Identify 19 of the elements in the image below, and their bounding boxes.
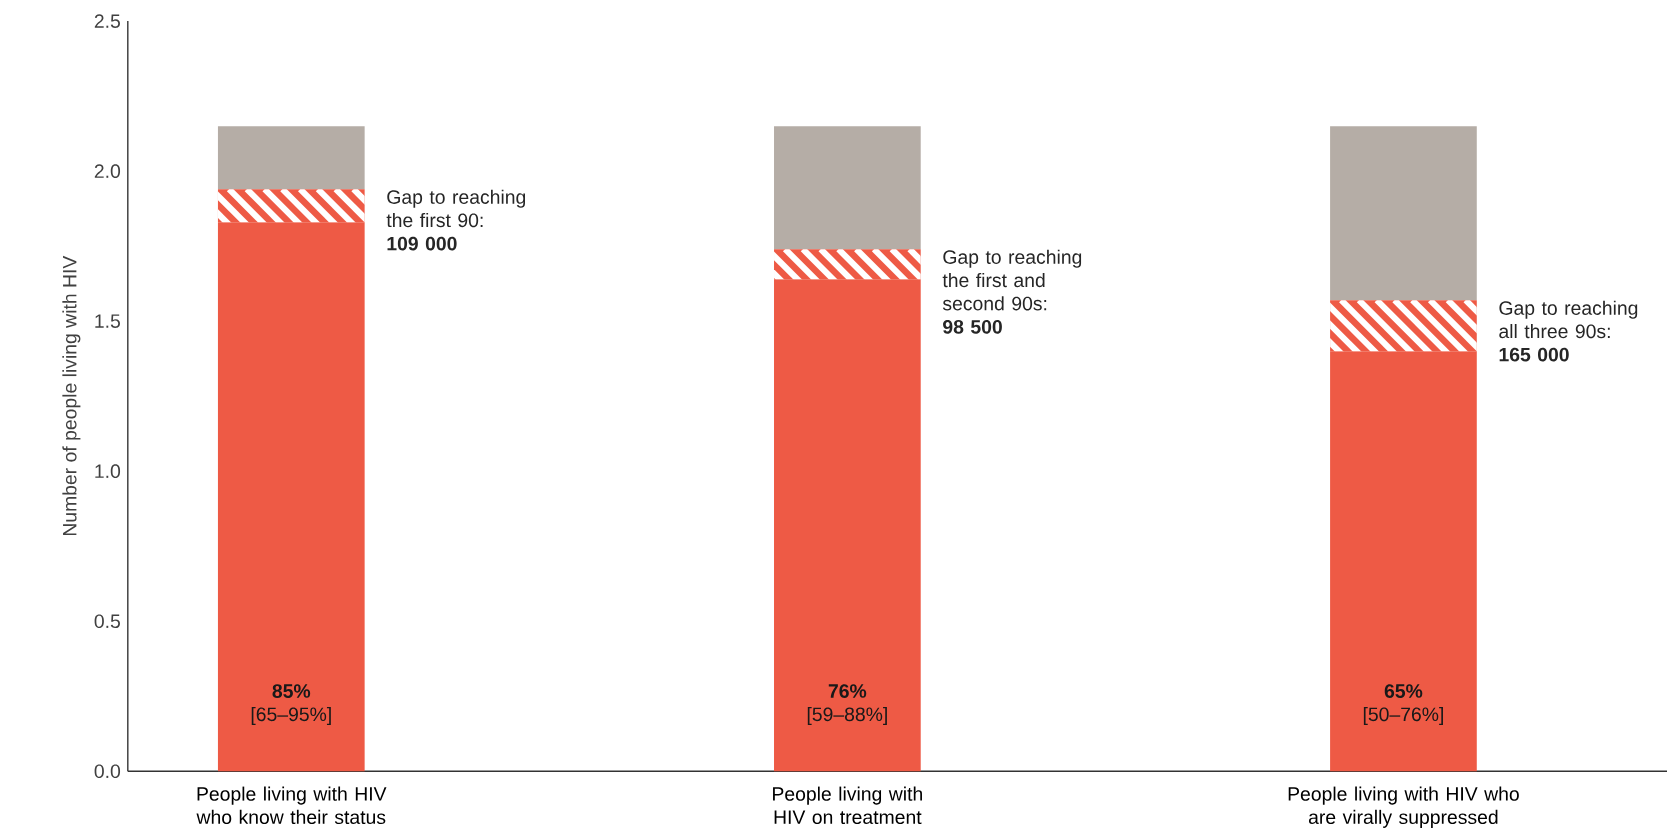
annotation: Gap to reaching the first and second 90s: 98 500 <box>942 249 1082 334</box>
y-axis-title: Number of people living with HIV <box>62 255 81 536</box>
bar <box>774 126 921 250</box>
y-tick-label: 2.0 <box>94 164 121 178</box>
y-tick-label: 0.0 <box>94 764 121 779</box>
y-tick-label: 1.0 <box>95 464 121 478</box>
x-tick-label: People living with HIV who know their status <box>196 786 387 824</box>
annotation: 76% [59–88%] <box>807 684 887 725</box>
annotation: 85% [65–95%] <box>251 684 331 725</box>
bar <box>1330 126 1477 301</box>
bar <box>217 126 365 190</box>
x-tick-label: People living with HIV on treatment <box>773 786 922 824</box>
y-tick-label: 0.5 <box>94 614 120 628</box>
annotation: Gap to reaching all three 90s: 165 000 <box>1499 300 1638 362</box>
annotation: Gap to reaching the first 90: 109 000 <box>386 189 526 251</box>
x-tick-label: People living with HIV who are virally suppressed <box>1288 786 1519 828</box>
y-tick-label: 1.5 <box>95 314 120 328</box>
y-tick-label: 2.5 <box>94 14 120 28</box>
annotation: 65% [50–76%] <box>1363 684 1443 725</box>
